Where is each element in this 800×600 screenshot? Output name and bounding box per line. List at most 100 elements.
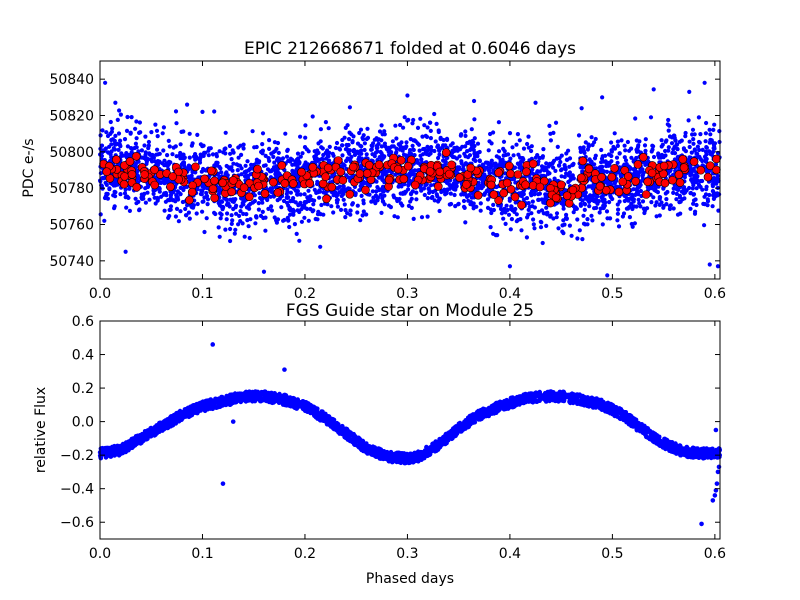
blue-data-point: [548, 138, 554, 143]
blue-data-point: [615, 202, 620, 207]
red-data-point: [447, 160, 456, 170]
blue-data-point: [320, 156, 325, 161]
blue-data-point: [517, 138, 522, 143]
blue-data-point: [408, 148, 413, 153]
blue-data-point: [358, 218, 363, 223]
blue-outlier-point: [123, 249, 128, 254]
blue-data-point: [651, 87, 656, 92]
blue-data-point: [187, 216, 192, 221]
red-data-point: [584, 164, 594, 174]
blue-data-point: [521, 157, 526, 162]
blue-data-point: [312, 149, 317, 154]
blue-data-point: [406, 187, 411, 192]
blue-data-point: [493, 161, 498, 166]
blue-data-point: [507, 198, 512, 203]
blue-data-point: [421, 152, 426, 157]
red-data-point: [245, 192, 254, 202]
blue-data-point: [526, 134, 531, 139]
red-data-point: [641, 190, 651, 199]
blue-data-point: [671, 190, 676, 195]
blue-data-point: [552, 176, 557, 181]
blue-data-point: [239, 172, 244, 177]
blue-data-point: [496, 155, 502, 160]
blue-data-point: [253, 221, 258, 226]
blue-data-point: [466, 155, 471, 160]
blue-data-point: [320, 146, 325, 151]
blue-data-point: [448, 191, 453, 196]
blue-data-point: [115, 117, 120, 122]
blue-data-point: [348, 208, 353, 213]
blue-data-point: [656, 151, 661, 156]
blue-data-point: [544, 168, 549, 173]
red-data-point: [410, 180, 420, 190]
blue-data-point: [354, 149, 359, 154]
blue-data-point: [614, 155, 620, 160]
blue-data-point: [295, 151, 301, 156]
blue-data-point: [465, 149, 470, 154]
red-data-point: [679, 163, 689, 172]
blue-data-point: [237, 163, 243, 168]
top-chart-title: EPIC 212668671 folded at 0.6046 days: [244, 39, 576, 59]
blue-data-point: [608, 216, 613, 221]
blue-data-point: [453, 185, 458, 190]
blue-data-point: [361, 201, 366, 206]
red-data-point: [660, 178, 670, 188]
blue-data-point: [473, 158, 478, 163]
blue-data-point: [529, 148, 534, 154]
blue-data-point: [143, 134, 148, 139]
blue-data-point: [406, 203, 411, 208]
blue-data-point: [555, 144, 560, 149]
blue-data-point: [223, 130, 228, 135]
blue-data-point: [242, 234, 247, 239]
red-data-point: [168, 172, 177, 181]
red-data-point: [696, 165, 706, 175]
blue-data-point: [271, 165, 277, 170]
blue-data-point: [364, 152, 369, 157]
blue-data-point: [619, 138, 624, 143]
blue-data-point: [244, 212, 249, 217]
blue-data-point: [449, 201, 454, 207]
red-data-point: [528, 159, 538, 169]
blue-data-point: [217, 149, 222, 154]
blue-data-point: [146, 146, 151, 151]
blue-data-point: [99, 153, 104, 159]
blue-data-point: [469, 195, 474, 200]
red-data-point: [506, 169, 515, 178]
blue-data-point: [432, 198, 437, 203]
blue-data-point: [607, 200, 612, 205]
blue-data-point: [529, 211, 534, 216]
blue-data-point: [306, 198, 312, 204]
blue-data-point: [408, 199, 413, 204]
blue-data-point: [122, 137, 128, 142]
blue-data-point: [371, 141, 376, 146]
blue-data-point: [228, 151, 233, 156]
red-data-point: [595, 181, 605, 191]
red-data-point: [361, 185, 370, 195]
blue-data-point: [122, 191, 128, 196]
blue-data-point: [666, 128, 671, 133]
blue-data-point: [230, 218, 235, 223]
blue-data-point: [162, 158, 167, 163]
blue-data-point: [389, 150, 394, 155]
blue-data-point: [657, 195, 662, 200]
top-y-axis-label: PDC e-/s: [21, 138, 37, 197]
blue-data-point: [205, 197, 211, 202]
blue-data-point: [362, 147, 367, 153]
blue-data-point: [247, 167, 252, 172]
blue-data-point: [677, 200, 682, 205]
blue-data-point: [248, 217, 253, 222]
blue-data-point: [636, 192, 641, 197]
blue-data-point: [233, 227, 238, 232]
blue-data-point: [268, 186, 273, 191]
blue-data-point: [502, 206, 507, 211]
blue-data-point: [559, 174, 564, 179]
blue-data-point: [592, 162, 597, 167]
blue-data-point: [412, 153, 417, 158]
red-data-point: [140, 170, 149, 179]
red-data-point: [455, 173, 464, 182]
blue-data-point: [601, 159, 607, 164]
blue-data-point: [498, 158, 503, 163]
blue-data-point: [453, 204, 458, 209]
blue-data-point: [519, 228, 524, 233]
blue-data-point: [581, 148, 587, 153]
